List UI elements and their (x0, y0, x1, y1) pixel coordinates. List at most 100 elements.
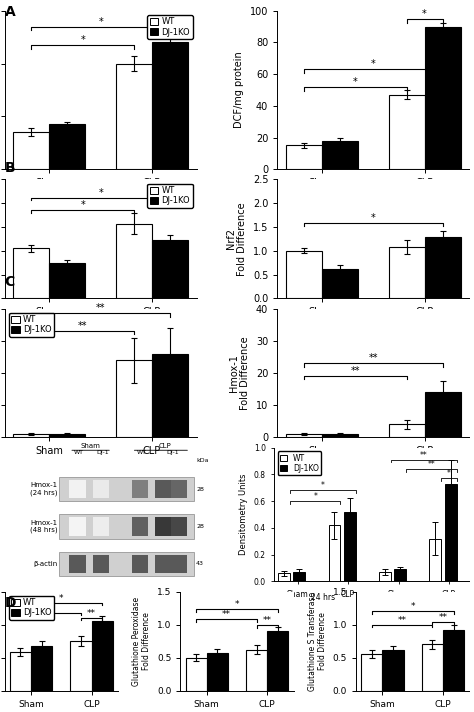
Y-axis label: Glutathione Peroxidase
Fold Difference: Glutathione Peroxidase Fold Difference (132, 597, 151, 686)
Text: *: * (59, 594, 64, 603)
Text: **: ** (222, 610, 231, 619)
Bar (155, 480, 172, 498)
Bar (10, 652, 31, 691)
Bar (379, 572, 391, 581)
Text: WT: WT (137, 449, 146, 454)
Bar (207, 653, 228, 691)
Text: D: D (5, 596, 16, 609)
Text: 43: 43 (196, 562, 204, 567)
X-axis label: 24 Hours: 24 Hours (74, 194, 127, 204)
Text: *: * (235, 600, 239, 609)
Text: *: * (447, 469, 451, 478)
Text: *: * (422, 9, 427, 19)
Bar (91, 622, 113, 691)
Text: **: ** (398, 616, 407, 624)
Legend: WT, DJ-1KO: WT, DJ-1KO (278, 451, 321, 475)
Bar (394, 570, 406, 581)
Bar (286, 434, 322, 437)
Bar (59, 477, 194, 501)
Text: DJ-1: DJ-1 (96, 449, 109, 454)
Bar (152, 241, 188, 298)
Bar (92, 555, 109, 573)
Text: *: * (321, 481, 325, 491)
Bar (267, 632, 289, 691)
Bar (13, 248, 49, 298)
Text: β-actin: β-actin (33, 561, 57, 567)
Bar (152, 43, 188, 169)
Text: **: ** (420, 451, 428, 460)
Text: Hmox-1
(24 hrs): Hmox-1 (24 hrs) (30, 482, 57, 496)
Text: **: ** (46, 604, 55, 613)
Text: Hmox-1
(48 hrs): Hmox-1 (48 hrs) (30, 520, 57, 533)
Bar (278, 573, 290, 581)
Bar (344, 512, 356, 581)
Text: *: * (371, 213, 376, 223)
Text: **: ** (96, 303, 106, 313)
Text: DJ-1: DJ-1 (166, 449, 179, 454)
Y-axis label: DCF/mg protein: DCF/mg protein (234, 51, 245, 128)
Legend: WT, DJ-1KO: WT, DJ-1KO (9, 596, 54, 620)
Text: C: C (5, 276, 15, 289)
Y-axis label: Glutathione S Transferase
Fold Difference: Glutathione S Transferase Fold Differenc… (308, 592, 327, 691)
Text: **: ** (78, 321, 88, 331)
Bar (286, 145, 322, 169)
Bar (31, 646, 52, 691)
Text: **: ** (438, 613, 447, 622)
Text: Sham: Sham (81, 443, 100, 449)
Bar (132, 517, 148, 536)
Bar (69, 517, 86, 536)
Text: *: * (313, 492, 317, 501)
Bar (69, 480, 86, 498)
Text: **: ** (351, 366, 360, 376)
Text: *: * (81, 35, 85, 45)
Bar (59, 515, 194, 538)
Bar (425, 236, 461, 298)
Bar (422, 644, 443, 691)
Bar (155, 555, 172, 573)
Legend: WT, DJ-1KO: WT, DJ-1KO (147, 15, 192, 39)
Bar (71, 641, 91, 691)
Bar (116, 360, 152, 437)
Bar (132, 480, 148, 498)
Text: 28: 28 (196, 524, 204, 529)
Bar (116, 224, 152, 298)
Text: *: * (98, 16, 103, 26)
Bar (328, 525, 340, 581)
Text: *: * (353, 77, 358, 87)
X-axis label: 48 Hours: 48 Hours (347, 194, 400, 204)
Text: kDa: kDa (196, 459, 209, 464)
Text: **: ** (368, 353, 378, 363)
Bar (389, 247, 425, 298)
Bar (246, 649, 267, 691)
Bar (425, 392, 461, 437)
Bar (443, 630, 464, 691)
Bar (293, 572, 305, 581)
Bar (152, 354, 188, 437)
Bar (92, 517, 109, 536)
Text: *: * (98, 187, 103, 197)
Bar (92, 480, 109, 498)
Bar (49, 125, 85, 169)
Bar (13, 132, 49, 169)
Bar (132, 555, 148, 573)
Text: WT: WT (74, 449, 84, 454)
Text: A: A (5, 5, 16, 19)
Bar (425, 26, 461, 169)
Bar (69, 555, 86, 573)
Y-axis label: Nrf2
Fold Difference: Nrf2 Fold Difference (226, 202, 247, 276)
Text: CLP: CLP (158, 443, 171, 449)
Bar (171, 517, 187, 536)
Legend: WT, DJ-1KO: WT, DJ-1KO (9, 313, 54, 337)
Bar (389, 95, 425, 169)
Bar (116, 63, 152, 169)
Bar (429, 538, 441, 581)
Text: **: ** (428, 460, 435, 469)
Bar (59, 552, 194, 576)
Bar (13, 434, 49, 437)
Text: 48 hrs: 48 hrs (412, 593, 436, 602)
Text: B: B (5, 162, 15, 175)
Bar (445, 483, 456, 581)
Text: *: * (81, 200, 85, 210)
Text: 28: 28 (196, 486, 204, 491)
Text: **: ** (87, 609, 96, 618)
